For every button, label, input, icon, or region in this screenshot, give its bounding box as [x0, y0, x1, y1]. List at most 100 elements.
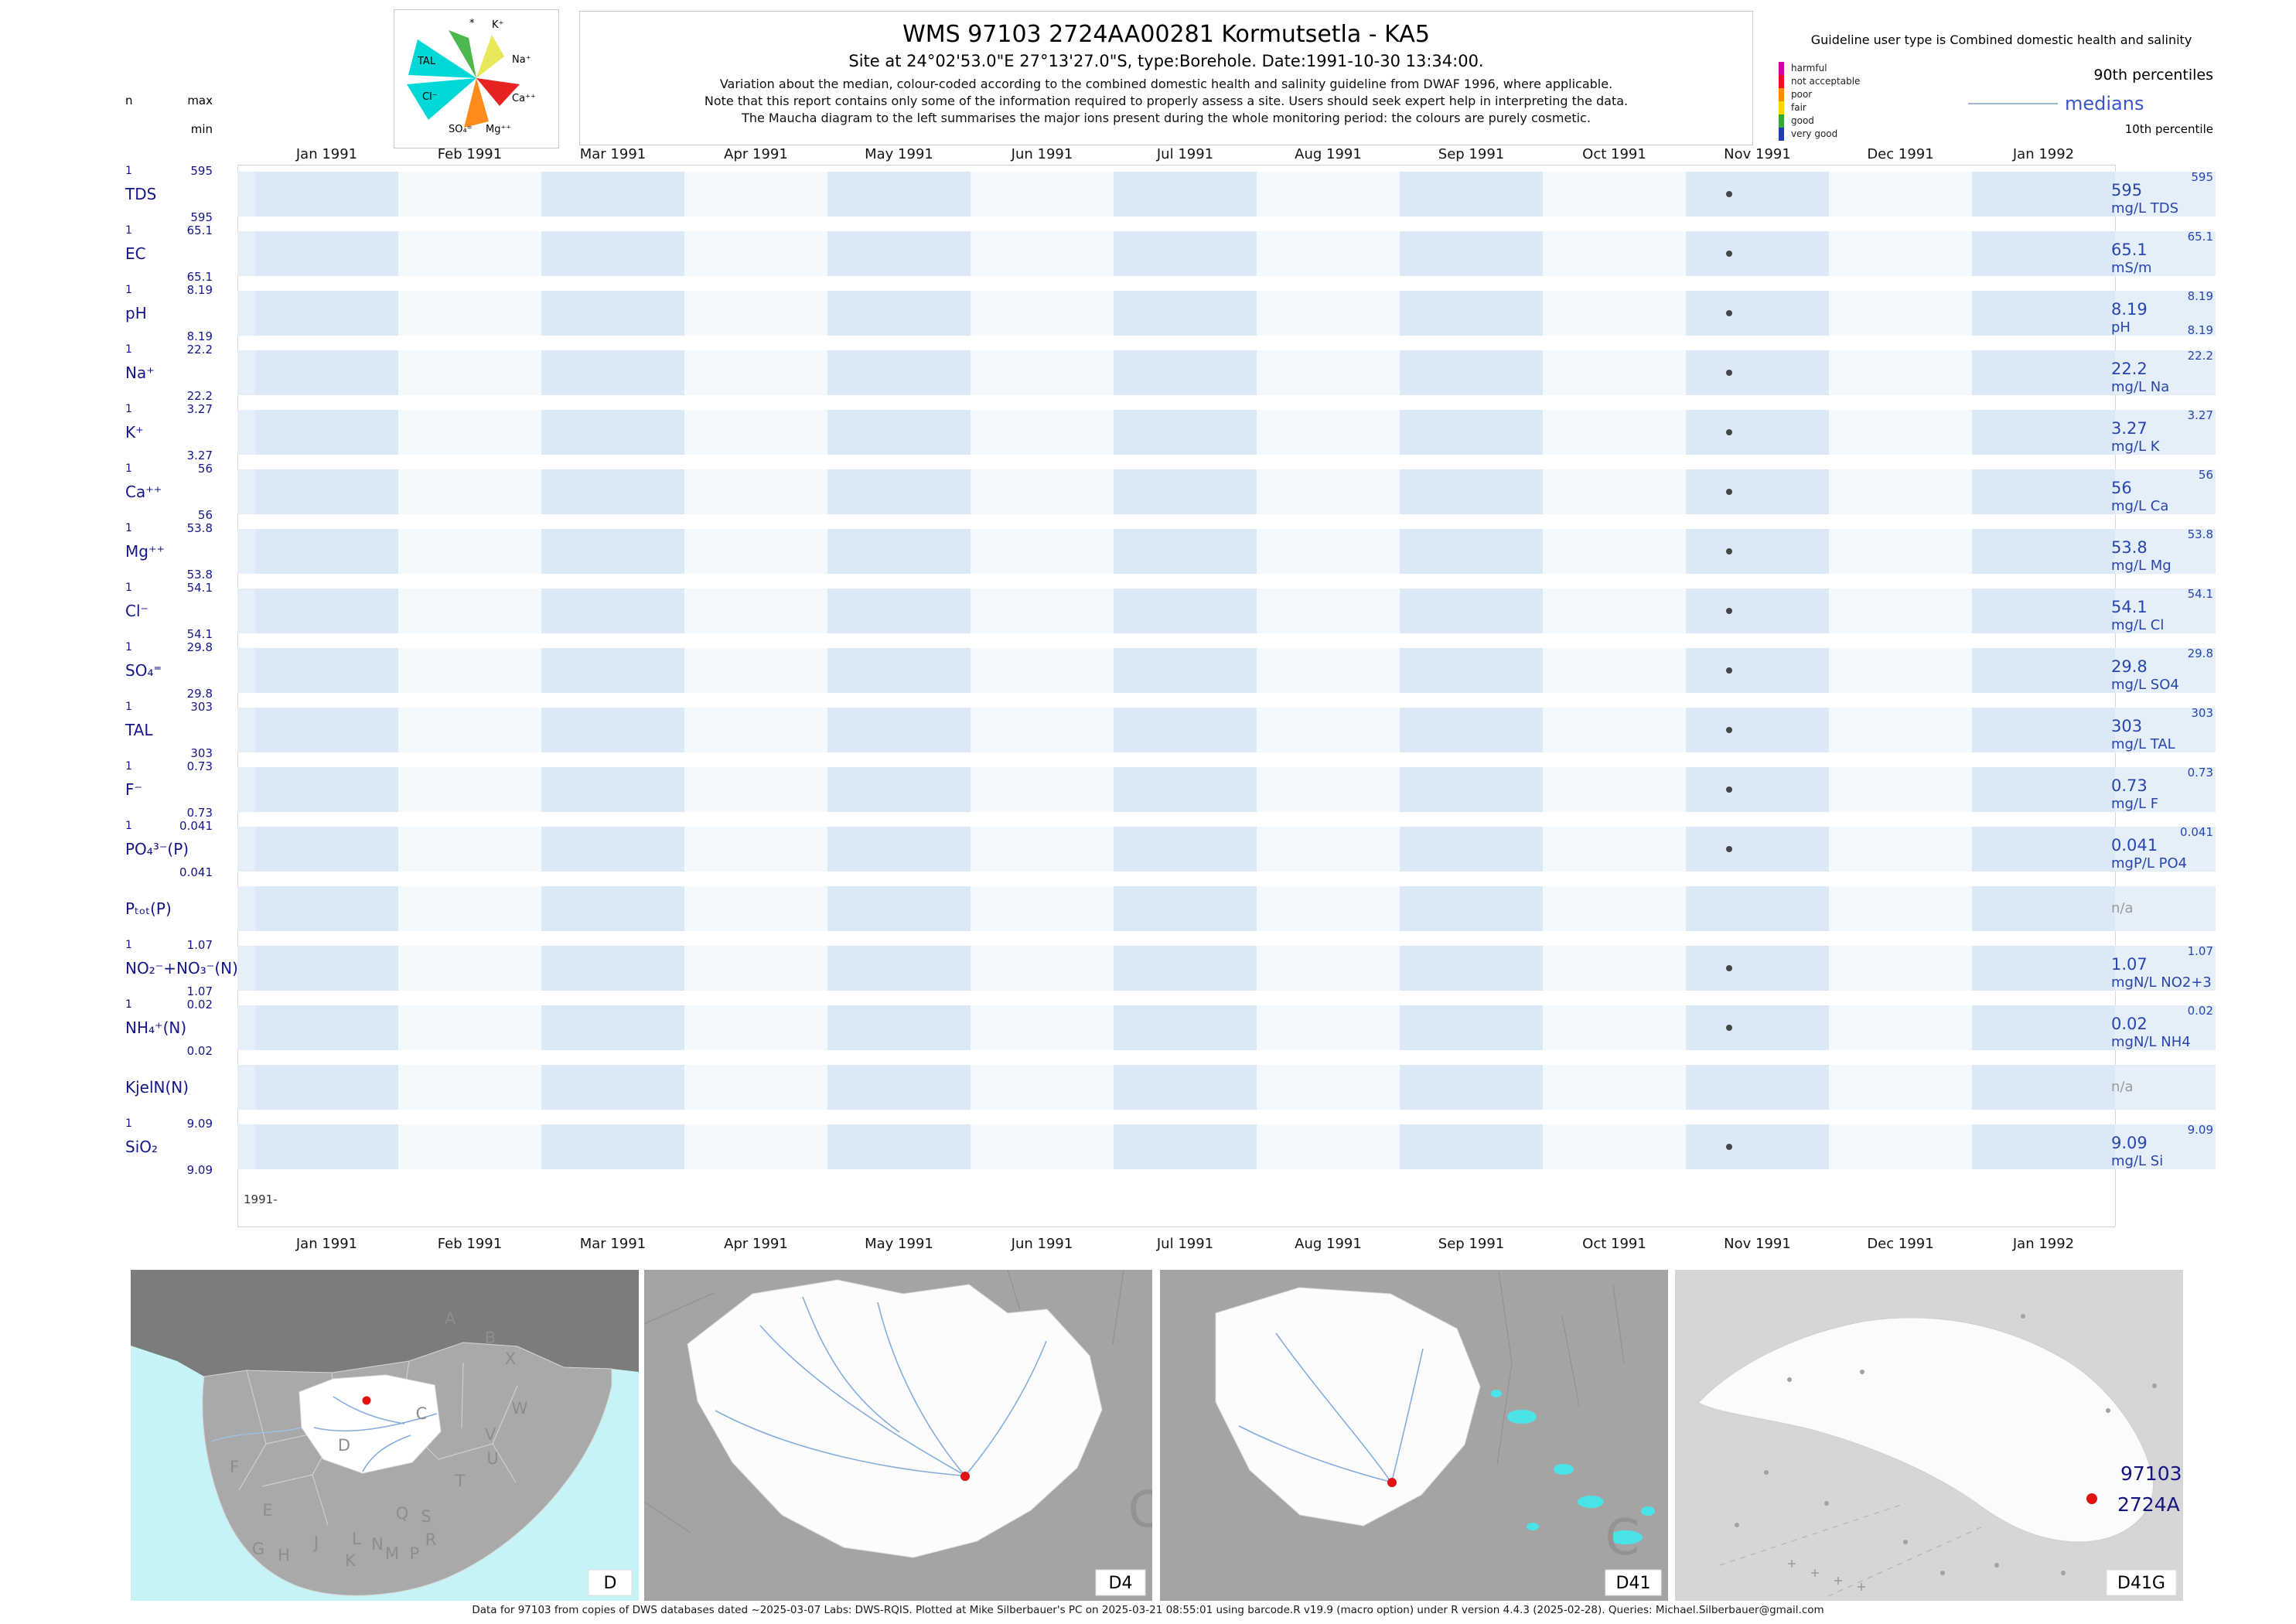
guideline-legend-title: Guideline user type is Combined domestic… [1810, 32, 2192, 47]
month-stripe [1686, 886, 1829, 931]
month-stripe [1257, 1005, 1400, 1050]
maucha-ion-k: K⁺ [492, 19, 504, 31]
month-stripe [1400, 469, 1543, 514]
bottom-month-label: Sep 1991 [1438, 1236, 1505, 1252]
month-stripe [684, 529, 827, 574]
month-stripe [1829, 827, 1972, 872]
month-stripe [684, 946, 827, 991]
na-value: n/a [2111, 1079, 2134, 1095]
month-stripe [1972, 350, 2115, 395]
drainage-region-letter: N [371, 1535, 384, 1554]
row-band [237, 350, 2216, 395]
month-stripe [1829, 410, 1972, 455]
month-stripe [1972, 648, 2115, 693]
neighbouring-countries [131, 1270, 639, 1377]
guideline-color-fair [1779, 101, 1784, 114]
unit-label: mg/L Cl [2111, 617, 2165, 633]
month-stripe [398, 291, 541, 336]
month-stripe [1972, 708, 2115, 752]
unit-label: mg/L TDS [2111, 200, 2179, 217]
row-band [237, 1124, 2216, 1169]
bottom-month-label: Jun 1991 [1011, 1236, 1073, 1252]
p90-legend-label: 90th percentiles [2093, 67, 2213, 84]
month-stripe [1114, 1005, 1257, 1050]
drainage-region-letter: R [425, 1530, 437, 1549]
drainage-region-letter: A [445, 1309, 456, 1328]
param-row-5: Ca⁺⁺ 1 56 56 56 mg/L Ca 56 [0, 462, 2296, 522]
month-stripe [1543, 589, 1686, 633]
month-stripe [541, 1065, 684, 1110]
month-stripe [1686, 946, 1829, 991]
month-stripe [255, 469, 398, 514]
guideline-color-poor [1779, 88, 1784, 101]
month-stripe [971, 1124, 1114, 1169]
month-stripe [1400, 708, 1543, 752]
param-label: pH [125, 304, 147, 322]
month-stripe [1686, 529, 1829, 574]
month-stripe [684, 1065, 827, 1110]
month-stripe [827, 529, 971, 574]
month-stripe [827, 172, 971, 217]
month-stripe [1400, 231, 1543, 276]
month-stripe [1972, 291, 2115, 336]
row-band [237, 767, 2216, 812]
month-stripe [1543, 1005, 1686, 1050]
month-stripe [1257, 1065, 1400, 1110]
min-value: 53.8 [186, 568, 213, 582]
adjacent-region-letter: C [1128, 1482, 1152, 1539]
month-stripe [255, 767, 398, 812]
month-stripe [1400, 1124, 1543, 1169]
month-stripe [827, 827, 971, 872]
month-stripe [1114, 708, 1257, 752]
station-id-label: 97103 [2120, 1462, 2182, 1485]
row-band [237, 172, 2216, 217]
bottom-month-label: Oct 1991 [1582, 1236, 1646, 1252]
row-band [237, 589, 2216, 633]
month-stripe [1400, 827, 1543, 872]
month-stripe [1543, 886, 1686, 931]
param-label: Cl⁻ [125, 602, 149, 620]
month-stripe [1400, 529, 1543, 574]
month-stripe [1543, 767, 1686, 812]
month-stripe [1972, 469, 2115, 514]
right-axis-line [2115, 165, 2116, 1227]
unit-label: mg/L Ca [2111, 498, 2169, 514]
month-stripe [1972, 529, 2115, 574]
month-stripe [398, 529, 541, 574]
site-marker [2086, 1493, 2097, 1504]
month-stripe [1829, 946, 1972, 991]
median-value: 54.1 [2111, 598, 2148, 616]
param-label: TDS [125, 185, 157, 203]
drainage-region-letter: U [486, 1449, 498, 1468]
row-band [237, 410, 2216, 455]
month-stripe [827, 946, 971, 991]
min-value: 0.73 [186, 806, 213, 820]
map-code-box [1605, 1569, 1662, 1596]
month-stripe [1686, 410, 1829, 455]
month-stripe [1543, 350, 1686, 395]
median-value: 0.02 [2111, 1015, 2148, 1033]
col-header-n: n [125, 94, 133, 107]
p90-value: 54.1 [2187, 587, 2213, 601]
median-value: 3.27 [2111, 419, 2148, 438]
bottom-month-label: May 1991 [865, 1236, 933, 1252]
unit-label: mg/L SO4 [2111, 677, 2179, 693]
median-value: 22.2 [2111, 360, 2148, 378]
month-stripe [684, 648, 827, 693]
param-label: NH₄⁺(N) [125, 1018, 187, 1037]
month-stripe [1543, 172, 1686, 217]
month-stripe [971, 827, 1114, 872]
month-stripe [827, 1065, 971, 1110]
month-stripe [1686, 767, 1829, 812]
month-stripe [398, 589, 541, 633]
row-band [237, 648, 2216, 693]
unit-label: mg/L K [2111, 438, 2160, 455]
month-stripe [255, 410, 398, 455]
month-stripe [1829, 767, 1972, 812]
drainage-region-letter: D [338, 1436, 350, 1455]
month-stripe [827, 886, 971, 931]
month-stripe [1114, 1124, 1257, 1169]
month-stripe [255, 529, 398, 574]
top-month-label: Dec 1991 [1867, 146, 1934, 162]
